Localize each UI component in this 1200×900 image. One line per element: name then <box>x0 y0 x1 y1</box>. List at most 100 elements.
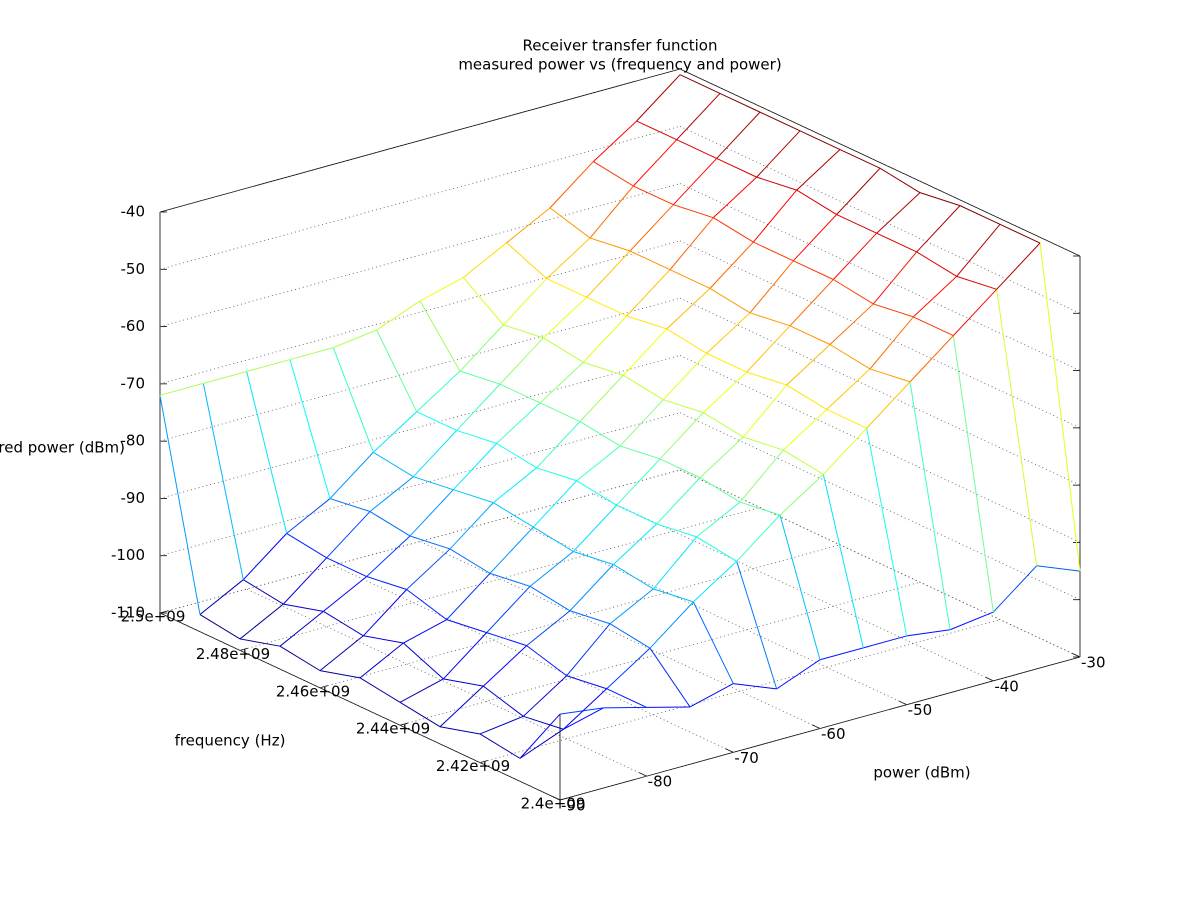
surface-segment <box>829 303 874 345</box>
surface-segment <box>706 352 747 373</box>
surface-segment <box>689 683 734 708</box>
x-tick-label: 2.44e+09 <box>356 720 430 738</box>
surface-segment <box>636 74 681 122</box>
surface-segment <box>956 224 1001 277</box>
z-tick-label: -50 <box>121 260 146 278</box>
surface-segment <box>996 289 1038 566</box>
surface-segment <box>566 675 607 690</box>
surface-segment <box>799 130 841 150</box>
surface-segment <box>199 614 241 640</box>
surface-segment <box>439 726 481 735</box>
surface-segment <box>949 611 994 631</box>
surface-segment <box>369 476 414 512</box>
surface-segment <box>793 260 834 280</box>
surface-segment <box>633 185 674 206</box>
surface-segment <box>622 328 668 376</box>
surface-segment <box>413 476 454 491</box>
surface-segment <box>919 192 961 207</box>
surface-segment <box>659 412 704 460</box>
surface-segment <box>659 458 701 479</box>
surface-segment <box>629 250 671 271</box>
surface-segment <box>736 514 781 562</box>
surface-segment <box>833 279 874 305</box>
grid-line <box>159 355 681 499</box>
surface-segment <box>712 176 758 219</box>
surface-segment <box>529 585 571 612</box>
grid-line <box>506 517 907 706</box>
surface-segment <box>486 632 527 647</box>
surface-segment <box>522 675 568 717</box>
surface-segment <box>279 610 324 647</box>
surface-segment <box>779 514 821 660</box>
surface-segment <box>569 564 614 612</box>
surface-segment <box>836 214 877 234</box>
surface-segment <box>543 337 584 363</box>
surface-segment <box>699 477 741 503</box>
surface-segment <box>702 371 748 414</box>
surface-segment <box>576 480 617 506</box>
y-tick-label: -30 <box>1081 654 1106 672</box>
grid-line <box>419 541 821 729</box>
surface-segment <box>662 353 708 401</box>
surface-segment <box>479 715 524 735</box>
surface-segment <box>619 399 664 447</box>
surface-segment <box>399 701 441 728</box>
chart-title: Receiver transfer function <box>523 37 718 55</box>
surface-segment <box>822 427 868 475</box>
surface-segment <box>329 498 371 513</box>
surface-segment <box>612 523 658 565</box>
surface-segment <box>289 359 331 499</box>
surface-segment <box>406 589 447 621</box>
surface-segment <box>753 241 794 262</box>
surface-segment <box>489 572 531 587</box>
surface-segment <box>752 189 798 243</box>
grid-line <box>679 355 1081 543</box>
surface-segment <box>583 361 624 376</box>
surface-segment <box>669 217 714 271</box>
surface-segment <box>369 511 411 537</box>
surface-segment <box>716 157 757 178</box>
surface-segment <box>796 189 837 215</box>
surface-segment <box>403 619 447 644</box>
surface-segment <box>623 374 664 401</box>
z-tick-label: -70 <box>121 374 146 392</box>
surface-segment <box>649 601 694 649</box>
surface-segment <box>496 402 541 444</box>
surface-segment <box>789 325 831 345</box>
surface-segment <box>1039 242 1081 572</box>
surface-segment <box>956 275 997 290</box>
surface-segment <box>409 535 451 550</box>
surface-segment <box>246 359 291 372</box>
surface-segment <box>479 733 521 759</box>
surface-segment <box>826 368 871 410</box>
surface-segment <box>756 176 797 191</box>
surface-segment <box>523 715 564 730</box>
surface-segment <box>239 638 281 647</box>
surface-segment <box>909 381 951 630</box>
surface-segment <box>866 381 911 429</box>
surface-segment <box>562 688 608 730</box>
surface-segment <box>286 532 327 559</box>
surface-segment <box>832 232 878 280</box>
surface-segment <box>619 445 661 460</box>
surface-segment <box>649 647 691 708</box>
surface-segment <box>739 449 784 503</box>
surface-segment <box>529 551 574 587</box>
x-tick-label: 2.46e+09 <box>276 682 350 700</box>
surface-segment <box>329 451 374 499</box>
grid-line <box>159 125 681 270</box>
surface-segment <box>699 436 744 478</box>
z-tick-label: -80 <box>121 432 146 450</box>
surface-segment <box>506 242 548 279</box>
surface-segment <box>539 361 584 404</box>
surface-segment <box>323 576 367 612</box>
z-axis-label: measured power (dBm) <box>0 439 125 457</box>
surface-segment <box>626 269 671 317</box>
surface-segment <box>739 501 781 516</box>
x-tick-label: 2.5e+09 <box>121 608 186 626</box>
surface-segment <box>996 242 1041 290</box>
surface-segment <box>463 242 507 278</box>
surface-segment <box>159 395 201 615</box>
surface-segment <box>863 635 907 649</box>
